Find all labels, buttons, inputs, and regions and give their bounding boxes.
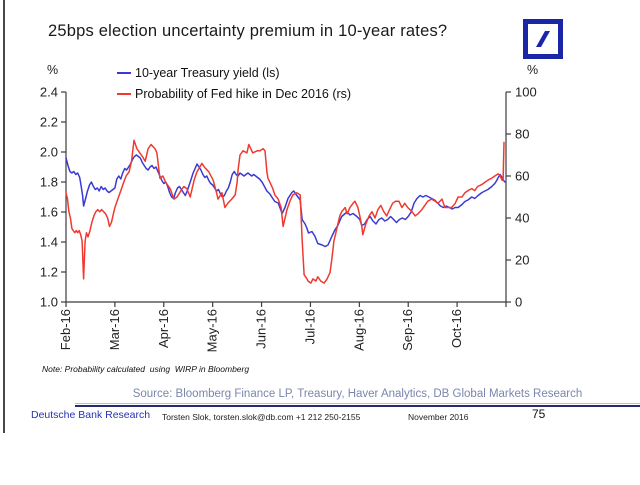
x-axis-tick-label: Oct-16 [449, 309, 464, 348]
series-line-1 [65, 139, 505, 284]
x-axis-tick-label: Jun-16 [254, 309, 269, 349]
db-slash-icon [536, 31, 550, 47]
legend-label: 10-year Treasury yield (ls) [135, 65, 280, 80]
legend-dash-red [117, 92, 131, 95]
left-axis-tick-label: 2.2 [40, 115, 58, 130]
left-axis-tick-label: 2.0 [40, 145, 58, 160]
right-axis-tick-label: 100 [515, 85, 537, 100]
deutsche-bank-logo [523, 19, 563, 59]
chart-title: 25bps election uncertainty premium in 10… [48, 22, 448, 40]
legend-label: Probability of Fed hike in Dec 2016 (rs) [135, 86, 352, 101]
x-axis-tick-label: May-16 [205, 309, 220, 352]
legend: 10-year Treasury yield (ls) Probability … [117, 62, 351, 104]
legend-dash-blue [117, 71, 131, 74]
left-axis-tick-label: 1.6 [40, 205, 58, 220]
left-axis-unit: % [47, 63, 59, 77]
footer-date: November 2016 [408, 412, 469, 422]
x-axis-tick-label: Mar-16 [107, 309, 122, 350]
right-axis-unit: % [527, 63, 539, 77]
left-axis-tick-label: 2.4 [40, 85, 58, 100]
left-axis-tick-label: 1.8 [40, 175, 58, 190]
x-axis-tick-label: Apr-16 [156, 309, 171, 348]
footer-brand: Deutsche Bank Research [31, 409, 151, 421]
right-axis-tick-label: 60 [515, 169, 529, 184]
legend-item-fed-hike-probability: Probability of Fed hike in Dec 2016 (rs) [117, 83, 351, 104]
x-axis-tick-label: Aug-16 [351, 309, 366, 351]
source-line: Source: Bloomberg Finance LP, Treasury, … [132, 388, 583, 400]
right-axis-tick-label: 0 [515, 295, 522, 310]
footer-contact: Torsten Slok, torsten.slok@db.com +1 212… [162, 412, 361, 422]
source-divider-light [75, 403, 640, 404]
slide-left-border [3, 0, 5, 433]
x-axis-tick-label: Feb-16 [58, 309, 73, 350]
footer-page-number: 75 [532, 407, 546, 421]
left-axis-tick-label: 1.4 [40, 235, 58, 250]
source-divider-dark [75, 405, 640, 407]
x-axis-tick-label: Sep-16 [400, 309, 415, 351]
legend-item-treasury: 10-year Treasury yield (ls) [117, 62, 351, 83]
right-axis-tick-label: 20 [515, 253, 529, 268]
left-axis-tick-label: 1.0 [40, 295, 58, 310]
right-axis-tick-label: 80 [515, 127, 529, 142]
x-axis-tick-label: Jul-16 [302, 309, 317, 344]
series-line-0 [65, 154, 506, 248]
left-axis-tick-label: 1.2 [40, 265, 58, 280]
footnote: Note: Probability calculated using WIRP … [42, 364, 250, 374]
right-axis-tick-label: 40 [515, 211, 529, 226]
